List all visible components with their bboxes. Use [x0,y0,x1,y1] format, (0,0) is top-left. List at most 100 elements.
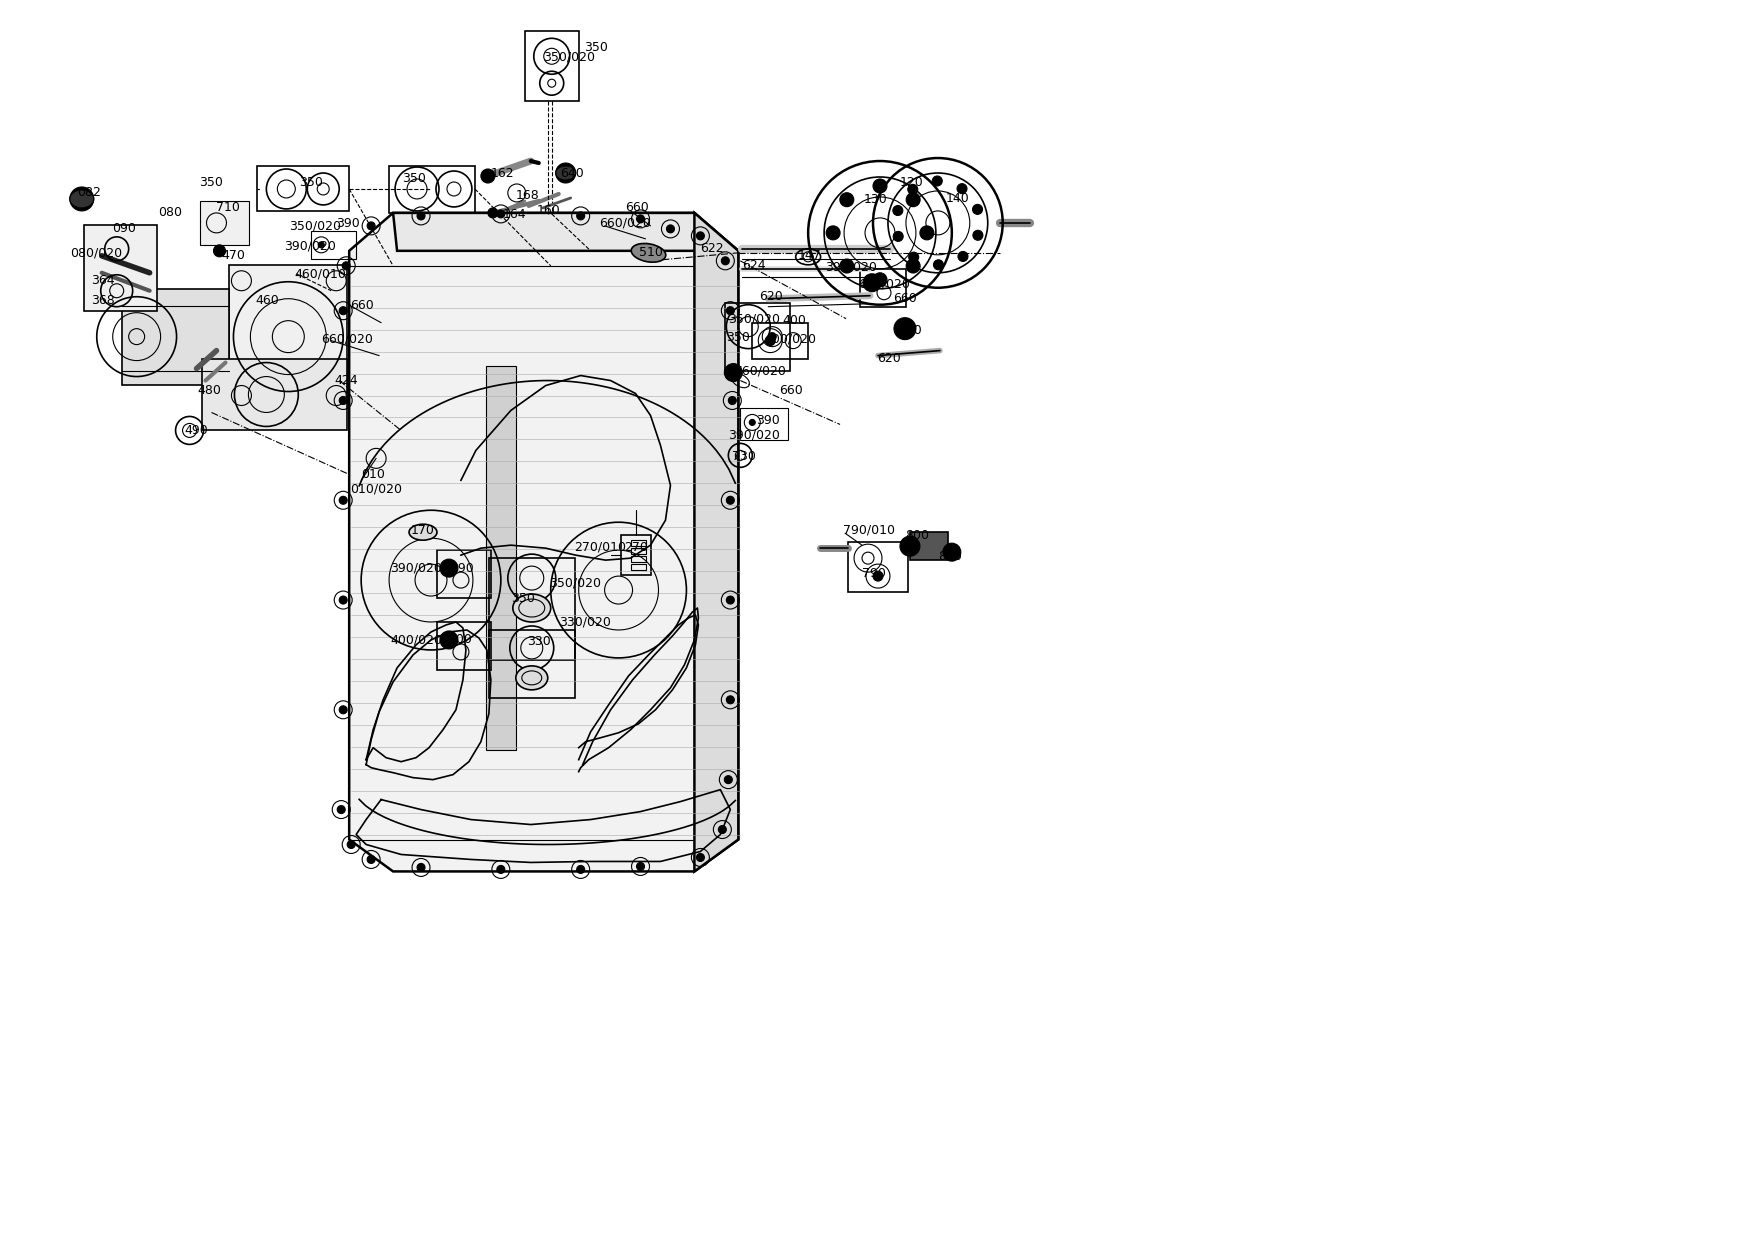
Text: 168: 168 [516,190,540,202]
Circle shape [367,856,375,863]
Circle shape [417,863,424,872]
Text: 480: 480 [198,384,221,397]
Text: 790/010: 790/010 [844,523,895,537]
Ellipse shape [516,666,547,689]
Text: 350/020: 350/020 [542,51,595,63]
Text: 390: 390 [756,414,781,427]
Circle shape [826,226,840,239]
Circle shape [440,631,458,649]
Circle shape [367,222,375,229]
Text: 490: 490 [184,424,209,436]
Text: 390/020: 390/020 [389,562,442,574]
Text: 660: 660 [779,384,803,397]
Circle shape [726,496,735,505]
Circle shape [873,572,882,582]
Circle shape [488,208,498,218]
Text: 010/020: 010/020 [351,482,402,496]
Circle shape [900,536,919,557]
Circle shape [637,863,644,870]
Text: 390/020: 390/020 [824,260,877,273]
Text: 350/020: 350/020 [549,577,600,589]
Text: 160: 160 [537,205,561,217]
Circle shape [873,273,888,286]
Circle shape [577,866,584,873]
Bar [630,548,645,554]
Text: 090: 090 [112,222,135,236]
Text: 140: 140 [945,192,970,206]
Circle shape [863,274,881,291]
Circle shape [893,232,903,242]
Text: 162: 162 [491,166,514,180]
Circle shape [339,397,347,404]
Bar [630,557,645,562]
Text: 270: 270 [624,541,649,554]
Circle shape [724,363,742,382]
Circle shape [696,853,705,862]
Circle shape [933,260,944,270]
Circle shape [721,257,730,265]
Text: 460/010: 460/010 [295,268,346,280]
Ellipse shape [409,525,437,541]
Circle shape [958,252,968,262]
Text: 364: 364 [91,274,114,288]
Circle shape [417,212,424,219]
Text: 390: 390 [451,562,474,574]
Circle shape [342,262,351,270]
Text: 400/020: 400/020 [389,634,442,646]
Circle shape [919,226,933,239]
Text: 082: 082 [77,186,100,200]
Text: 660: 660 [351,299,374,312]
Circle shape [958,184,966,193]
Circle shape [972,205,982,215]
Circle shape [577,212,584,219]
Text: 400/020: 400/020 [765,332,816,345]
Text: 350/020: 350/020 [728,312,781,325]
Text: 390: 390 [337,217,360,231]
Text: 080/020: 080/020 [70,247,123,259]
Circle shape [768,332,777,341]
Circle shape [726,596,735,604]
Circle shape [339,496,347,505]
Circle shape [214,244,226,257]
Text: 424: 424 [335,374,358,387]
Text: 510: 510 [638,247,663,259]
Circle shape [749,419,756,425]
Circle shape [347,841,354,848]
Ellipse shape [70,190,93,208]
Circle shape [667,224,675,233]
Ellipse shape [631,243,667,262]
Text: 080: 080 [158,206,182,219]
Text: 400: 400 [782,314,807,327]
Circle shape [944,543,961,562]
Text: 350/020: 350/020 [289,219,342,232]
Text: 660/020: 660/020 [735,365,786,377]
Polygon shape [486,366,516,750]
Text: 350: 350 [510,591,535,605]
Text: 730: 730 [733,450,756,463]
Polygon shape [202,358,347,430]
Ellipse shape [556,166,575,180]
Circle shape [973,231,982,241]
Circle shape [339,596,347,604]
Text: 800: 800 [905,528,930,542]
Text: 147: 147 [796,249,821,263]
Polygon shape [84,224,156,311]
Circle shape [893,206,903,216]
Circle shape [339,306,347,315]
Circle shape [317,242,324,248]
Circle shape [637,215,644,223]
Circle shape [726,306,735,315]
Polygon shape [910,532,947,560]
Circle shape [70,187,93,211]
Text: 390/020: 390/020 [728,429,781,441]
Text: 350: 350 [300,176,323,190]
Polygon shape [695,213,738,872]
Text: 620: 620 [877,352,902,365]
Polygon shape [349,213,738,872]
Text: 790: 790 [861,567,886,579]
Circle shape [909,252,919,262]
Circle shape [873,179,888,193]
Circle shape [339,706,347,714]
Circle shape [724,776,733,784]
Circle shape [728,397,737,404]
